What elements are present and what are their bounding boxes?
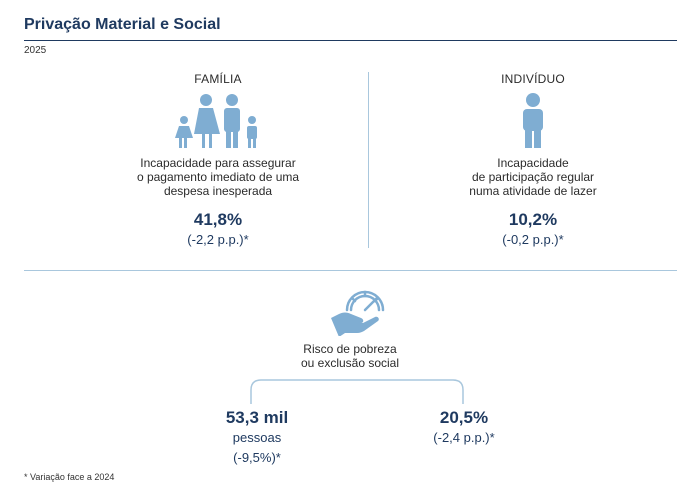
risco-left-unit: pessoas xyxy=(232,430,282,445)
individuo-value: 10,2% xyxy=(508,210,558,229)
individuo-description-line: Incapacidade xyxy=(497,156,569,170)
familia-heading: FAMÍLIA xyxy=(194,72,242,86)
risco-right-change: (-2,4 p.p.)* xyxy=(433,430,495,445)
risco-label-line: Risco de pobreza xyxy=(303,342,397,356)
individuo-description-line: numa atividade de lazer xyxy=(469,184,597,198)
bracket-connector xyxy=(250,379,464,404)
familia-description: Incapacidade para assegurar o pagamento … xyxy=(118,156,318,198)
familia-description-line: Incapacidade para assegurar xyxy=(140,156,296,170)
person-icon xyxy=(523,93,543,148)
individuo-heading: INDIVÍDUO xyxy=(501,72,565,86)
familia-description-line: despesa inesperada xyxy=(163,184,273,198)
risco-right-value: 20,5% xyxy=(439,408,489,427)
familia-value: 41,8% xyxy=(193,210,243,229)
section-divider xyxy=(24,270,677,271)
footnote: * Variação face a 2024 xyxy=(24,472,115,482)
familia-change: (-2,2 p.p.)* xyxy=(187,232,249,247)
familia-description-line: o pagamento imediato de uma xyxy=(136,170,300,184)
individuo-description-line: de participação regular xyxy=(471,170,595,184)
risco-label: Risco de pobreza ou exclusão social xyxy=(250,342,450,370)
hand-gauge-icon xyxy=(331,290,385,336)
risco-left-value: 53,3 mil xyxy=(225,408,289,427)
individuo-description: Incapacidade de participação regular num… xyxy=(433,156,633,198)
family-icon xyxy=(175,94,257,148)
individuo-change: (-0,2 p.p.)* xyxy=(502,232,564,247)
title-divider xyxy=(24,40,677,41)
risco-left-change: (-9,5%)* xyxy=(233,450,281,465)
year-label: 2025 xyxy=(24,45,47,56)
page-title: Privação Material e Social xyxy=(24,16,221,33)
risco-label-line: ou exclusão social xyxy=(300,356,400,370)
column-divider xyxy=(368,72,369,248)
